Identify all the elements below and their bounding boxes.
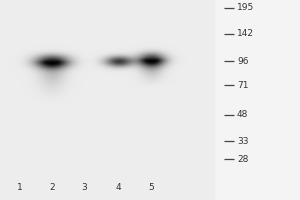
Text: 1: 1 <box>16 182 22 192</box>
Text: 2: 2 <box>49 182 55 192</box>
Text: 5: 5 <box>148 182 154 192</box>
Text: 195: 195 <box>237 3 254 12</box>
Text: 71: 71 <box>237 80 248 90</box>
Text: 48: 48 <box>237 110 248 119</box>
Text: 4: 4 <box>116 182 122 192</box>
Text: 142: 142 <box>237 29 254 38</box>
Text: 28: 28 <box>237 154 248 164</box>
Text: 3: 3 <box>81 182 87 192</box>
Text: 96: 96 <box>237 56 248 66</box>
Text: 33: 33 <box>237 136 248 146</box>
